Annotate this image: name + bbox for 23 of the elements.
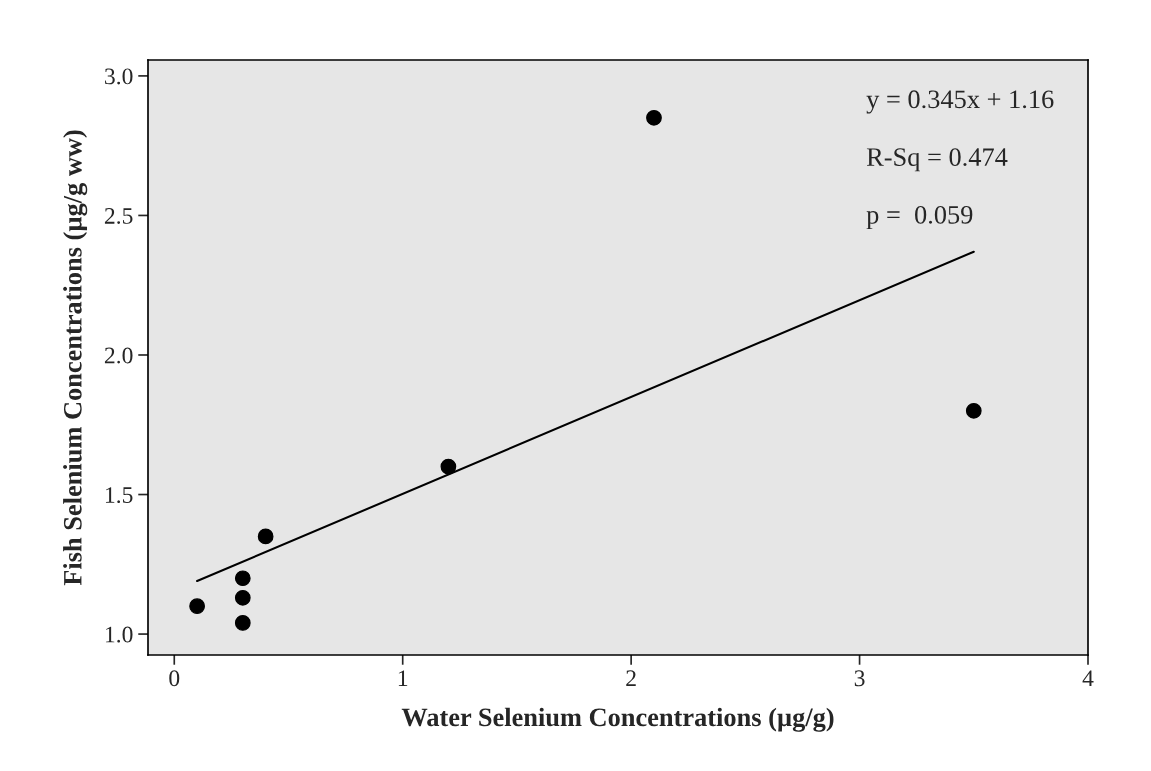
point bbox=[440, 458, 457, 475]
point bbox=[965, 402, 982, 419]
point bbox=[234, 615, 251, 631]
x-tick-label: 0 bbox=[169, 670, 180, 687]
point bbox=[189, 598, 205, 615]
point bbox=[234, 589, 251, 606]
annotation: p = 0.059 bbox=[866, 205, 973, 230]
y-tick-label: 3.0 bbox=[105, 68, 133, 85]
point bbox=[257, 528, 274, 545]
x-tick-label: 3 bbox=[854, 670, 865, 687]
x-tick-label: 1 bbox=[398, 670, 408, 686]
point bbox=[646, 109, 662, 126]
x-tick-label: 2 bbox=[626, 670, 636, 686]
y-axis-title: Fish Selenium Concentrations (µg/g ww) bbox=[63, 130, 88, 586]
annotation: R-Sq = 0.474 bbox=[866, 148, 1008, 172]
y-tick-label: 2.5 bbox=[104, 208, 133, 224]
x-tick-label: 4 bbox=[1082, 670, 1094, 686]
annotation: y = 0.345x + 1.16 bbox=[866, 90, 1054, 114]
y-tick-label: 2.0 bbox=[104, 347, 133, 364]
point bbox=[234, 570, 251, 587]
x-axis-title: Water Selenium Concentrations (µg/g) bbox=[401, 707, 834, 732]
y-tick-label: 1.0 bbox=[105, 626, 133, 643]
y-tick-label: 1.5 bbox=[105, 487, 133, 504]
